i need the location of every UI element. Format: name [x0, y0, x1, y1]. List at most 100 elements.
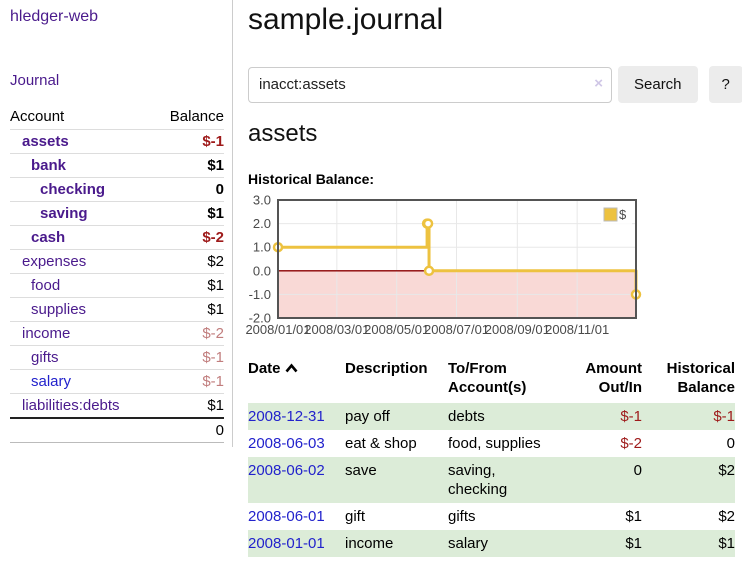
register-historical: $-1	[713, 408, 735, 425]
accounts-total-row: 0	[10, 417, 224, 443]
account-row-liabilities-debts: liabilities:debts $1	[10, 393, 224, 418]
search-box: ×	[248, 66, 612, 103]
register-tofrom: debts	[448, 408, 485, 425]
y-tick-label: 1.0	[253, 240, 271, 255]
account-balance: $1	[153, 393, 224, 418]
brand-link[interactable]: hledger-web	[10, 8, 99, 25]
register-row: 2008-01-01 income salary $1 $1	[248, 530, 735, 557]
account-link-bank[interactable]: bank	[31, 157, 67, 174]
register-date-link[interactable]: 2008-01-01	[248, 535, 325, 552]
register-historical: 0	[726, 435, 735, 452]
x-tick-label: 2008/05/01	[364, 322, 429, 337]
register-row: 2008-06-02 save saving, checking 0 $2	[248, 457, 735, 503]
account-link-assets[interactable]: assets	[22, 133, 69, 150]
account-row-bank: bank $1	[10, 153, 224, 178]
register-date-link[interactable]: 2008-12-31	[248, 408, 325, 425]
account-row-assets: assets $-1	[10, 129, 224, 154]
historical-balance-chart: $3.0 2.0 1.0 0.0 -1.0 -2.0 2008/01/01 2008/03/0…	[244, 195, 735, 341]
register-date-link[interactable]: 2008-06-01	[248, 508, 325, 525]
balance-chart-svg: $3.0 2.0 1.0 0.0 -1.0 -2.02008/01/012008/03/0…	[245, 195, 642, 337]
register-tofrom: gifts	[448, 508, 476, 525]
account-row-income: income $-2	[10, 321, 224, 346]
y-tick-label: -2.0	[249, 311, 271, 326]
accounts-table: Account Balance assets $-1 bank $1 checkin…	[10, 106, 224, 443]
account-balance: 0	[153, 177, 224, 202]
register-description: gift	[345, 508, 366, 525]
register-header-date[interactable]: Date	[248, 359, 345, 403]
accounts-header-balance: Balance	[169, 108, 224, 125]
account-row-cash: cash $-2	[10, 225, 224, 250]
register-description: income	[345, 535, 394, 552]
register-row: 2008-06-03 eat & shop food, supplies $-2…	[248, 430, 735, 457]
x-tick-label: 2008/07/01	[424, 322, 489, 337]
account-row-food: food $1	[10, 273, 224, 298]
account-link-liabilities-debts[interactable]: liabilities:debts	[22, 397, 120, 414]
account-link-income[interactable]: income	[22, 325, 71, 342]
account-row-saving: saving $1	[10, 201, 224, 226]
account-row-salary: salary $-1	[10, 369, 224, 394]
x-tick-label: 2008/03/01	[304, 322, 369, 337]
register-date-link[interactable]: 2008-06-02	[248, 462, 325, 479]
accounts-header-row: Account Balance	[10, 106, 224, 130]
account-link-gifts[interactable]: gifts	[31, 349, 59, 366]
y-tick-label: 3.0	[253, 195, 271, 208]
main-content: sample.journal × Search ? assets Histori…	[245, 0, 742, 557]
register-header-row: Date Description To/From Account(s) Amou…	[248, 359, 735, 403]
help-button[interactable]: ?	[708, 66, 742, 103]
account-link-cash[interactable]: cash	[31, 229, 66, 246]
account-row-supplies: supplies $1	[10, 297, 224, 322]
register-tofrom: salary	[448, 535, 489, 552]
account-link-checking[interactable]: checking	[40, 181, 106, 198]
account-balance: $-2	[153, 225, 224, 250]
account-balance: $-1	[153, 369, 224, 394]
register-description: save	[345, 462, 377, 479]
account-row-gifts: gifts $-1	[10, 345, 224, 370]
account-link-supplies[interactable]: supplies	[31, 301, 87, 318]
y-tick-label: -1.0	[249, 287, 271, 302]
register-table: Date Description To/From Account(s) Amou…	[248, 359, 735, 557]
register-amount: $1	[625, 508, 642, 525]
search-input[interactable]	[248, 66, 612, 103]
account-link-food[interactable]: food	[31, 277, 61, 294]
x-tick-label: 2008/11/01	[545, 322, 609, 337]
register-header-date-label: Date	[248, 360, 281, 377]
account-balance: $1	[153, 297, 224, 322]
nav-journal-link[interactable]: Journal	[10, 72, 60, 89]
register-historical: $2	[718, 508, 735, 525]
account-balance: $1	[153, 201, 224, 226]
register-amount: $-2	[620, 435, 642, 452]
register-amount: $1	[625, 535, 642, 552]
register-header-description: Description	[345, 360, 428, 377]
register-tofrom: food, supplies	[448, 435, 541, 452]
search-bar: × Search ?	[248, 66, 742, 103]
page-title: sample.journal	[248, 3, 444, 36]
register-header-amount: Amount Out/In	[585, 360, 642, 396]
register-description: eat & shop	[345, 435, 417, 452]
register-amount: $-1	[620, 408, 642, 425]
register-historical: $2	[718, 462, 735, 479]
account-link-expenses[interactable]: expenses	[22, 253, 87, 270]
account-balance: $1	[153, 153, 224, 178]
register-description: pay off	[345, 408, 390, 425]
register-date-link[interactable]: 2008-06-03	[248, 435, 325, 452]
sidebar: hledger-web Journal Account Balance asse…	[0, 0, 233, 447]
account-balance: $1	[153, 273, 224, 298]
account-balance: $-1	[153, 129, 224, 154]
sort-ascending-icon	[285, 363, 298, 373]
account-link-saving[interactable]: saving	[40, 205, 88, 222]
accounts-header-account: Account	[10, 108, 65, 125]
legend-label: $	[619, 207, 627, 222]
accounts-total: 0	[153, 417, 224, 443]
register-historical: $1	[718, 535, 735, 552]
register-row: 2008-06-01 gift gifts $1 $2	[248, 503, 735, 530]
account-balance: $-2	[153, 321, 224, 346]
clear-search-icon[interactable]: ×	[594, 74, 603, 92]
search-button[interactable]: Search	[618, 66, 698, 103]
account-heading: assets	[248, 120, 318, 147]
register-tofrom: saving, checking	[448, 462, 508, 498]
account-balance: $-1	[153, 345, 224, 370]
chart-label: Historical Balance:	[248, 171, 375, 187]
account-balance: $2	[153, 249, 224, 274]
account-link-salary[interactable]: salary	[31, 373, 72, 390]
y-tick-label: 0.0	[253, 263, 271, 278]
